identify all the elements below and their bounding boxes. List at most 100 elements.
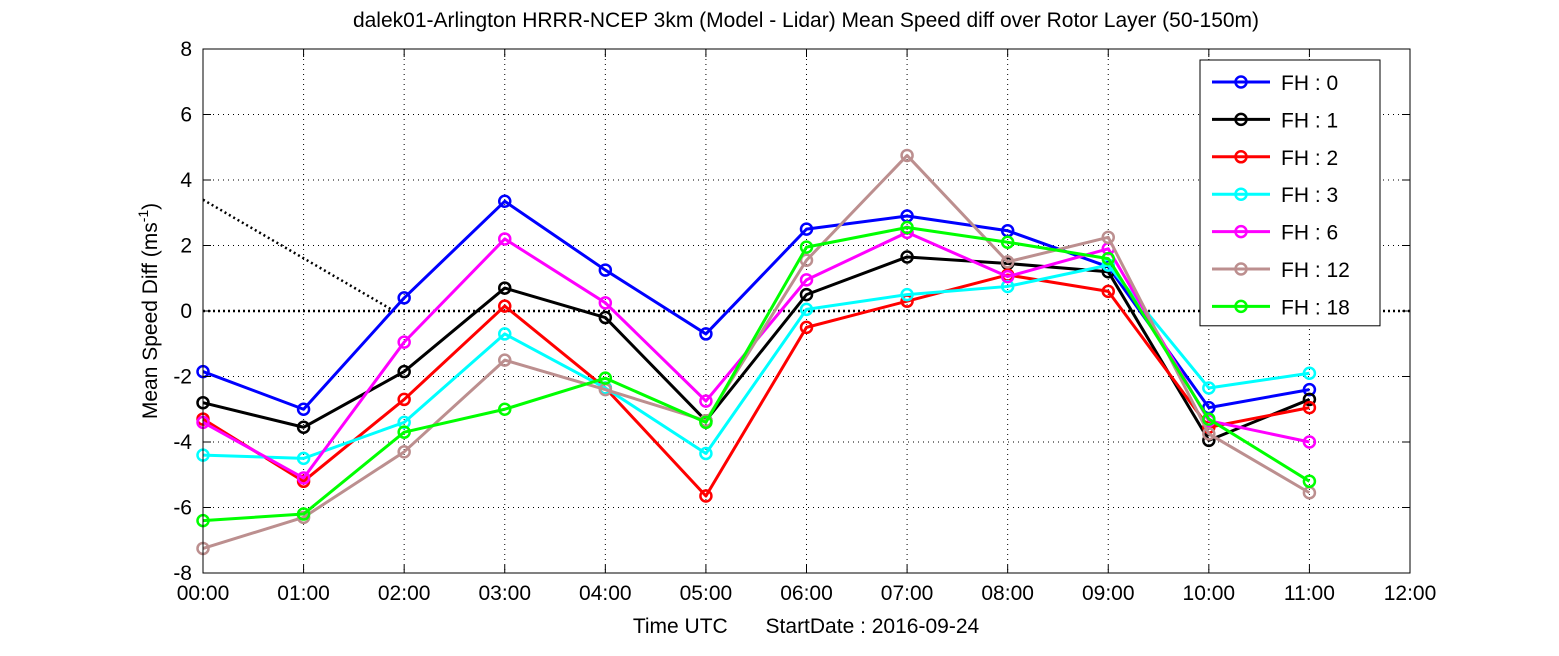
data-point	[296, 420, 311, 435]
data-point	[498, 402, 512, 416]
data-point	[699, 446, 713, 461]
data-point	[699, 415, 713, 430]
y-tick-label: 0	[180, 300, 192, 323]
legend-item: FH : 12	[1212, 259, 1350, 282]
data-point	[1202, 412, 1216, 426]
data-point	[1202, 427, 1216, 441]
series-line	[202, 153, 1311, 550]
data-point	[498, 281, 512, 295]
y-tick-label: 6	[180, 104, 192, 127]
data-point	[900, 220, 914, 235]
y-tick-label: 2	[180, 235, 192, 258]
data-point	[699, 489, 713, 503]
y-axis-label: Mean Speed Diff (ms-1)	[135, 203, 162, 419]
x-tick-label: 12:00	[1384, 582, 1437, 605]
legend-swatch-marker	[1234, 187, 1248, 201]
series-group	[196, 268, 1317, 503]
x-tick-label: 02:00	[378, 582, 431, 605]
data-point	[498, 194, 512, 209]
data-point	[498, 353, 512, 367]
data-point	[296, 507, 311, 521]
series-line	[202, 225, 1311, 523]
data-point	[498, 232, 512, 246]
data-point	[1202, 381, 1216, 395]
legend-swatch-marker	[1234, 75, 1248, 89]
x-tick-label: 00:00	[177, 582, 230, 605]
x-tick-label: 08:00	[981, 582, 1034, 605]
y-tick-label: -4	[173, 431, 192, 454]
series-group	[196, 220, 1317, 528]
x-tick-label: 09:00	[1082, 582, 1135, 605]
data-point	[598, 296, 613, 310]
chart-title: dalek01-Arlington HRRR-NCEP 3km (Model -…	[353, 9, 1259, 32]
data-point	[498, 299, 512, 313]
data-point	[598, 371, 613, 385]
data-point	[1000, 269, 1015, 284]
data-point	[900, 148, 914, 163]
data-point	[900, 287, 914, 302]
x-tick-label: 11:00	[1284, 582, 1335, 605]
y-tick-label: -2	[173, 366, 192, 389]
legend-label: FH : 6	[1281, 222, 1338, 245]
y-axis-label-sup: -1	[135, 210, 151, 223]
data-point	[296, 451, 311, 466]
x-tick-label: 04:00	[579, 582, 632, 605]
series-line	[202, 255, 1310, 442]
legend-swatch-marker	[1234, 150, 1248, 164]
data-point	[799, 253, 814, 267]
legend-item: FH : 18	[1212, 296, 1350, 319]
data-point	[1101, 284, 1115, 299]
data-point	[1302, 400, 1317, 415]
x-axis-label: Time UTC StartDate : 2016-09-24	[633, 615, 980, 638]
axis-ticks: 00:00 01:00 02:00 03:00 04:00 05:00 06:00 07:00…	[173, 38, 1436, 605]
data-point	[598, 310, 613, 325]
x-tick-label: 06:00	[780, 582, 833, 605]
data-point	[397, 445, 411, 459]
x-tick-label: 03:00	[478, 582, 531, 605]
series-line	[202, 230, 1310, 480]
data-point	[296, 402, 311, 416]
series-line	[202, 199, 1310, 411]
series-group	[196, 258, 1317, 466]
legend-label: FH : 1	[1281, 109, 1338, 132]
data-point	[397, 291, 411, 305]
y-axis-label-end: )	[139, 203, 162, 210]
x-axis-label-right: StartDate : 2016-09-24	[766, 615, 980, 638]
y-tick-label: 8	[180, 38, 192, 61]
data-point	[598, 263, 613, 277]
y-axis-label-main: Mean Speed Diff (ms	[139, 222, 162, 419]
data-point	[1302, 474, 1317, 489]
legend-item: FH : 3	[1212, 184, 1338, 207]
y-tick-label: 4	[180, 169, 192, 192]
legend-item: FH : 6	[1212, 222, 1338, 245]
data-point	[397, 392, 411, 407]
x-tick-label: 01:00	[277, 582, 330, 605]
data-point	[900, 250, 914, 264]
x-axis-label-left: Time UTC	[633, 615, 728, 638]
legend-item: FH : 0	[1212, 72, 1338, 95]
data-point	[699, 394, 713, 408]
series-lines	[196, 148, 1317, 556]
data-point	[397, 364, 411, 379]
data-point	[498, 327, 512, 341]
data-point	[799, 320, 814, 335]
legend-item: FH : 2	[1212, 147, 1338, 170]
data-point	[397, 425, 411, 439]
legend-swatch-marker	[1234, 262, 1248, 276]
data-point	[1101, 251, 1115, 266]
data-point	[799, 302, 814, 317]
data-point	[296, 471, 311, 485]
legend-item: FH : 1	[1212, 109, 1338, 132]
data-point	[1101, 230, 1115, 245]
data-point	[1302, 435, 1317, 449]
data-point	[799, 240, 814, 254]
legend-label: FH : 18	[1281, 296, 1350, 319]
y-tick-label: -6	[173, 497, 192, 520]
series-group	[196, 148, 1317, 556]
legend-label: FH : 0	[1281, 72, 1338, 95]
legend-swatch-marker	[1234, 112, 1248, 127]
legend-label: FH : 2	[1281, 147, 1338, 170]
x-tick-label: 05:00	[680, 582, 733, 605]
y-tick-label: -8	[173, 562, 192, 585]
